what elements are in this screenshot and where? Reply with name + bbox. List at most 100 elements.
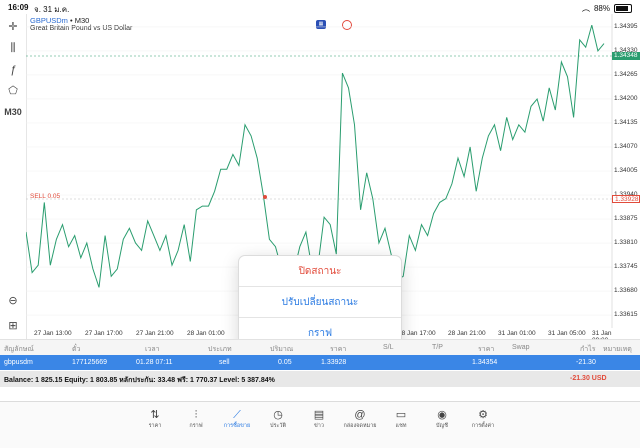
settings-icon: ⚙ [478, 409, 488, 421]
nav-item-chart[interactable]: ⫶ กราฟ [176, 408, 216, 430]
chart-toolbar: ✛ ⫼ ƒ ⬠ M30 ⊖ ⊞ [0, 14, 27, 339]
time-tick-label: 27 Jan 17:00 [85, 330, 123, 337]
nav-item-trade[interactable]: ⟋ การซื้อขาย [217, 408, 257, 430]
price-tick-label: 1.33615 [614, 311, 638, 319]
nav-label: กราฟ [189, 423, 203, 429]
row-ticket: 177125669 [72, 359, 108, 366]
position-action-menu: ปิดสถานะ ปรับเปลี่ยนสถานะ กราฟ [239, 256, 401, 348]
status-time: 16:09 [8, 3, 29, 12]
chart-area[interactable]: GBPUSDm • M30 Great Britain Pound vs US … [26, 14, 640, 344]
add-icon[interactable]: ⊞ [8, 319, 18, 332]
chart-description: Great Britain Pound vs US Dollar [30, 25, 133, 32]
col-ticket: ตั๋ว [72, 346, 81, 353]
price-tick-label: 1.33875 [614, 215, 638, 223]
candles-icon[interactable]: ⫼ [10, 41, 16, 54]
history-icon: ◷ [273, 409, 283, 421]
chart-timeframe: • M30 [67, 16, 90, 25]
nav-item-chat[interactable]: ▭ แชท [381, 408, 421, 430]
total-profit: -21.30 USD [570, 375, 607, 382]
col-time: เวลา [145, 346, 160, 353]
chart-icon: ⫶ [194, 409, 198, 421]
status-right: ︵ 88% [582, 3, 632, 14]
nav-label: ข่าว [314, 423, 324, 429]
col-comment: หมายเหตุ [603, 346, 632, 353]
time-tick-label: 31 Jan 05:00 [548, 330, 586, 337]
col-tp: T/P [432, 344, 443, 351]
nav-label: ราคา [148, 423, 162, 429]
position-row[interactable]: gbpusdm 177125669 01.28 07:11 sell 0.05 … [0, 355, 640, 370]
status-date: จ. 31 ม.ค. [34, 5, 70, 14]
nav-item-quotes[interactable]: ⇅ ราคา [135, 408, 175, 430]
price-tick-label: 1.34200 [614, 94, 638, 102]
price-tick-label: 1.33940 [614, 191, 638, 198]
price-tick-label: 1.33745 [614, 263, 638, 271]
nav-item-settings[interactable]: ⚙ การตั้งค่า [463, 408, 503, 430]
objects-icon[interactable]: ⬠ [8, 84, 18, 97]
account-summary: Balance: 1 825.15 Equity: 1 803.85 หลักป… [0, 371, 640, 387]
entry-marker [263, 195, 267, 199]
zoom-icon[interactable]: ⊖ [8, 294, 18, 307]
price-tick-label: 1.34070 [614, 142, 638, 150]
price-tick-label: 1.33680 [614, 287, 638, 295]
col-price: ราคา [478, 346, 495, 353]
bottom-navigation: ⇅ ราคา ⫶ กราฟ ⟋ การซื้อขาย ◷ ประวัติ ▤ ข่าว @ กล่อง… [0, 401, 640, 448]
nav-item-history[interactable]: ◷ ประวัติ [258, 408, 298, 430]
nav-label: การซื้อขาย [223, 423, 251, 429]
time-tick-label: 31 Jan 01:00 [498, 330, 536, 337]
col-symbol: สัญลักษณ์ [4, 346, 34, 353]
time-tick-label: 28 Jan 17:00 [398, 330, 436, 337]
nav-label: ประวัติ [269, 423, 287, 429]
row-time: 01.28 07:11 [136, 359, 173, 366]
bid-price-tag: 1.34348 [612, 52, 640, 60]
modify-position-button[interactable]: ปรับเปลี่ยนสถานะ [239, 287, 401, 318]
row-open-price: 1.33928 [321, 359, 347, 366]
indicators-icon[interactable]: ƒ [9, 64, 17, 76]
row-price: 1.34354 [472, 359, 498, 366]
sell-order-label: SELL 0.05 [30, 193, 61, 200]
open-chart-button[interactable]: กราฟ [307, 327, 333, 339]
crosshair-icon[interactable]: ✛ [8, 20, 18, 33]
chart-symbol: GBPUSDm [30, 16, 68, 25]
nav-label: บัญชี [436, 423, 448, 429]
price-series-line [26, 24, 605, 288]
price-chart [26, 14, 613, 328]
quotes-icon: ⇅ [150, 409, 160, 421]
price-tick-label: 1.34135 [614, 118, 638, 126]
nav-item-news[interactable]: ▤ ข่าว [299, 408, 339, 430]
timeframe-button[interactable]: M30 [4, 107, 22, 117]
one-click-icon[interactable] [342, 20, 352, 30]
price-tick-label: 1.34330 [614, 46, 638, 54]
trade-icon: ⟋ [233, 409, 241, 421]
account-icon: ◉ [437, 409, 447, 421]
balance-text: Balance: 1 825.15 Equity: 1 803.85 หลักป… [4, 377, 275, 384]
time-tick-label: 27 Jan 21:00 [136, 330, 174, 337]
row-type: sell [219, 359, 230, 366]
col-sl: S/L [383, 344, 394, 351]
wifi-icon: ︵ [581, 4, 590, 13]
news-icon: ▤ [313, 409, 325, 421]
nav-label: กล่องจดหมาย [343, 423, 377, 429]
status-bar: 16:09 จ. 31 ม.ค. ︵ 88% [0, 0, 640, 14]
row-volume: 0.05 [278, 359, 292, 366]
nav-label: แชท [395, 423, 407, 429]
time-tick-label: 28 Jan 01:00 [187, 330, 225, 337]
col-open-price: ราคา [330, 346, 347, 353]
nav-item-mail[interactable]: @ กล่องจดหมาย [340, 408, 380, 430]
col-type: ประเภท [208, 346, 232, 353]
mail-icon: @ [354, 409, 366, 421]
price-tick-label: 1.34005 [614, 167, 638, 174]
battery-percent: 88% [593, 4, 610, 13]
close-position-button[interactable]: ปิดสถานะ [239, 256, 401, 287]
col-swap: Swap [512, 344, 530, 351]
time-tick-label: 27 Jan 13:00 [34, 330, 72, 337]
time-tick-label: 28 Jan 21:00 [448, 330, 486, 337]
nav-item-account[interactable]: ◉ บัญชี [422, 408, 462, 430]
price-tick-label: 1.34395 [614, 22, 638, 30]
quick-trade-icon[interactable]: ▦ [316, 20, 326, 29]
battery-icon [614, 4, 632, 13]
chart-title: GBPUSDm • M30 [30, 16, 89, 25]
row-symbol: gbpusdm [4, 359, 33, 366]
price-tick-label: 1.34265 [614, 70, 638, 78]
row-profit: -21.30 [576, 359, 596, 366]
sell-price-tag: 1.33928 [612, 195, 640, 203]
